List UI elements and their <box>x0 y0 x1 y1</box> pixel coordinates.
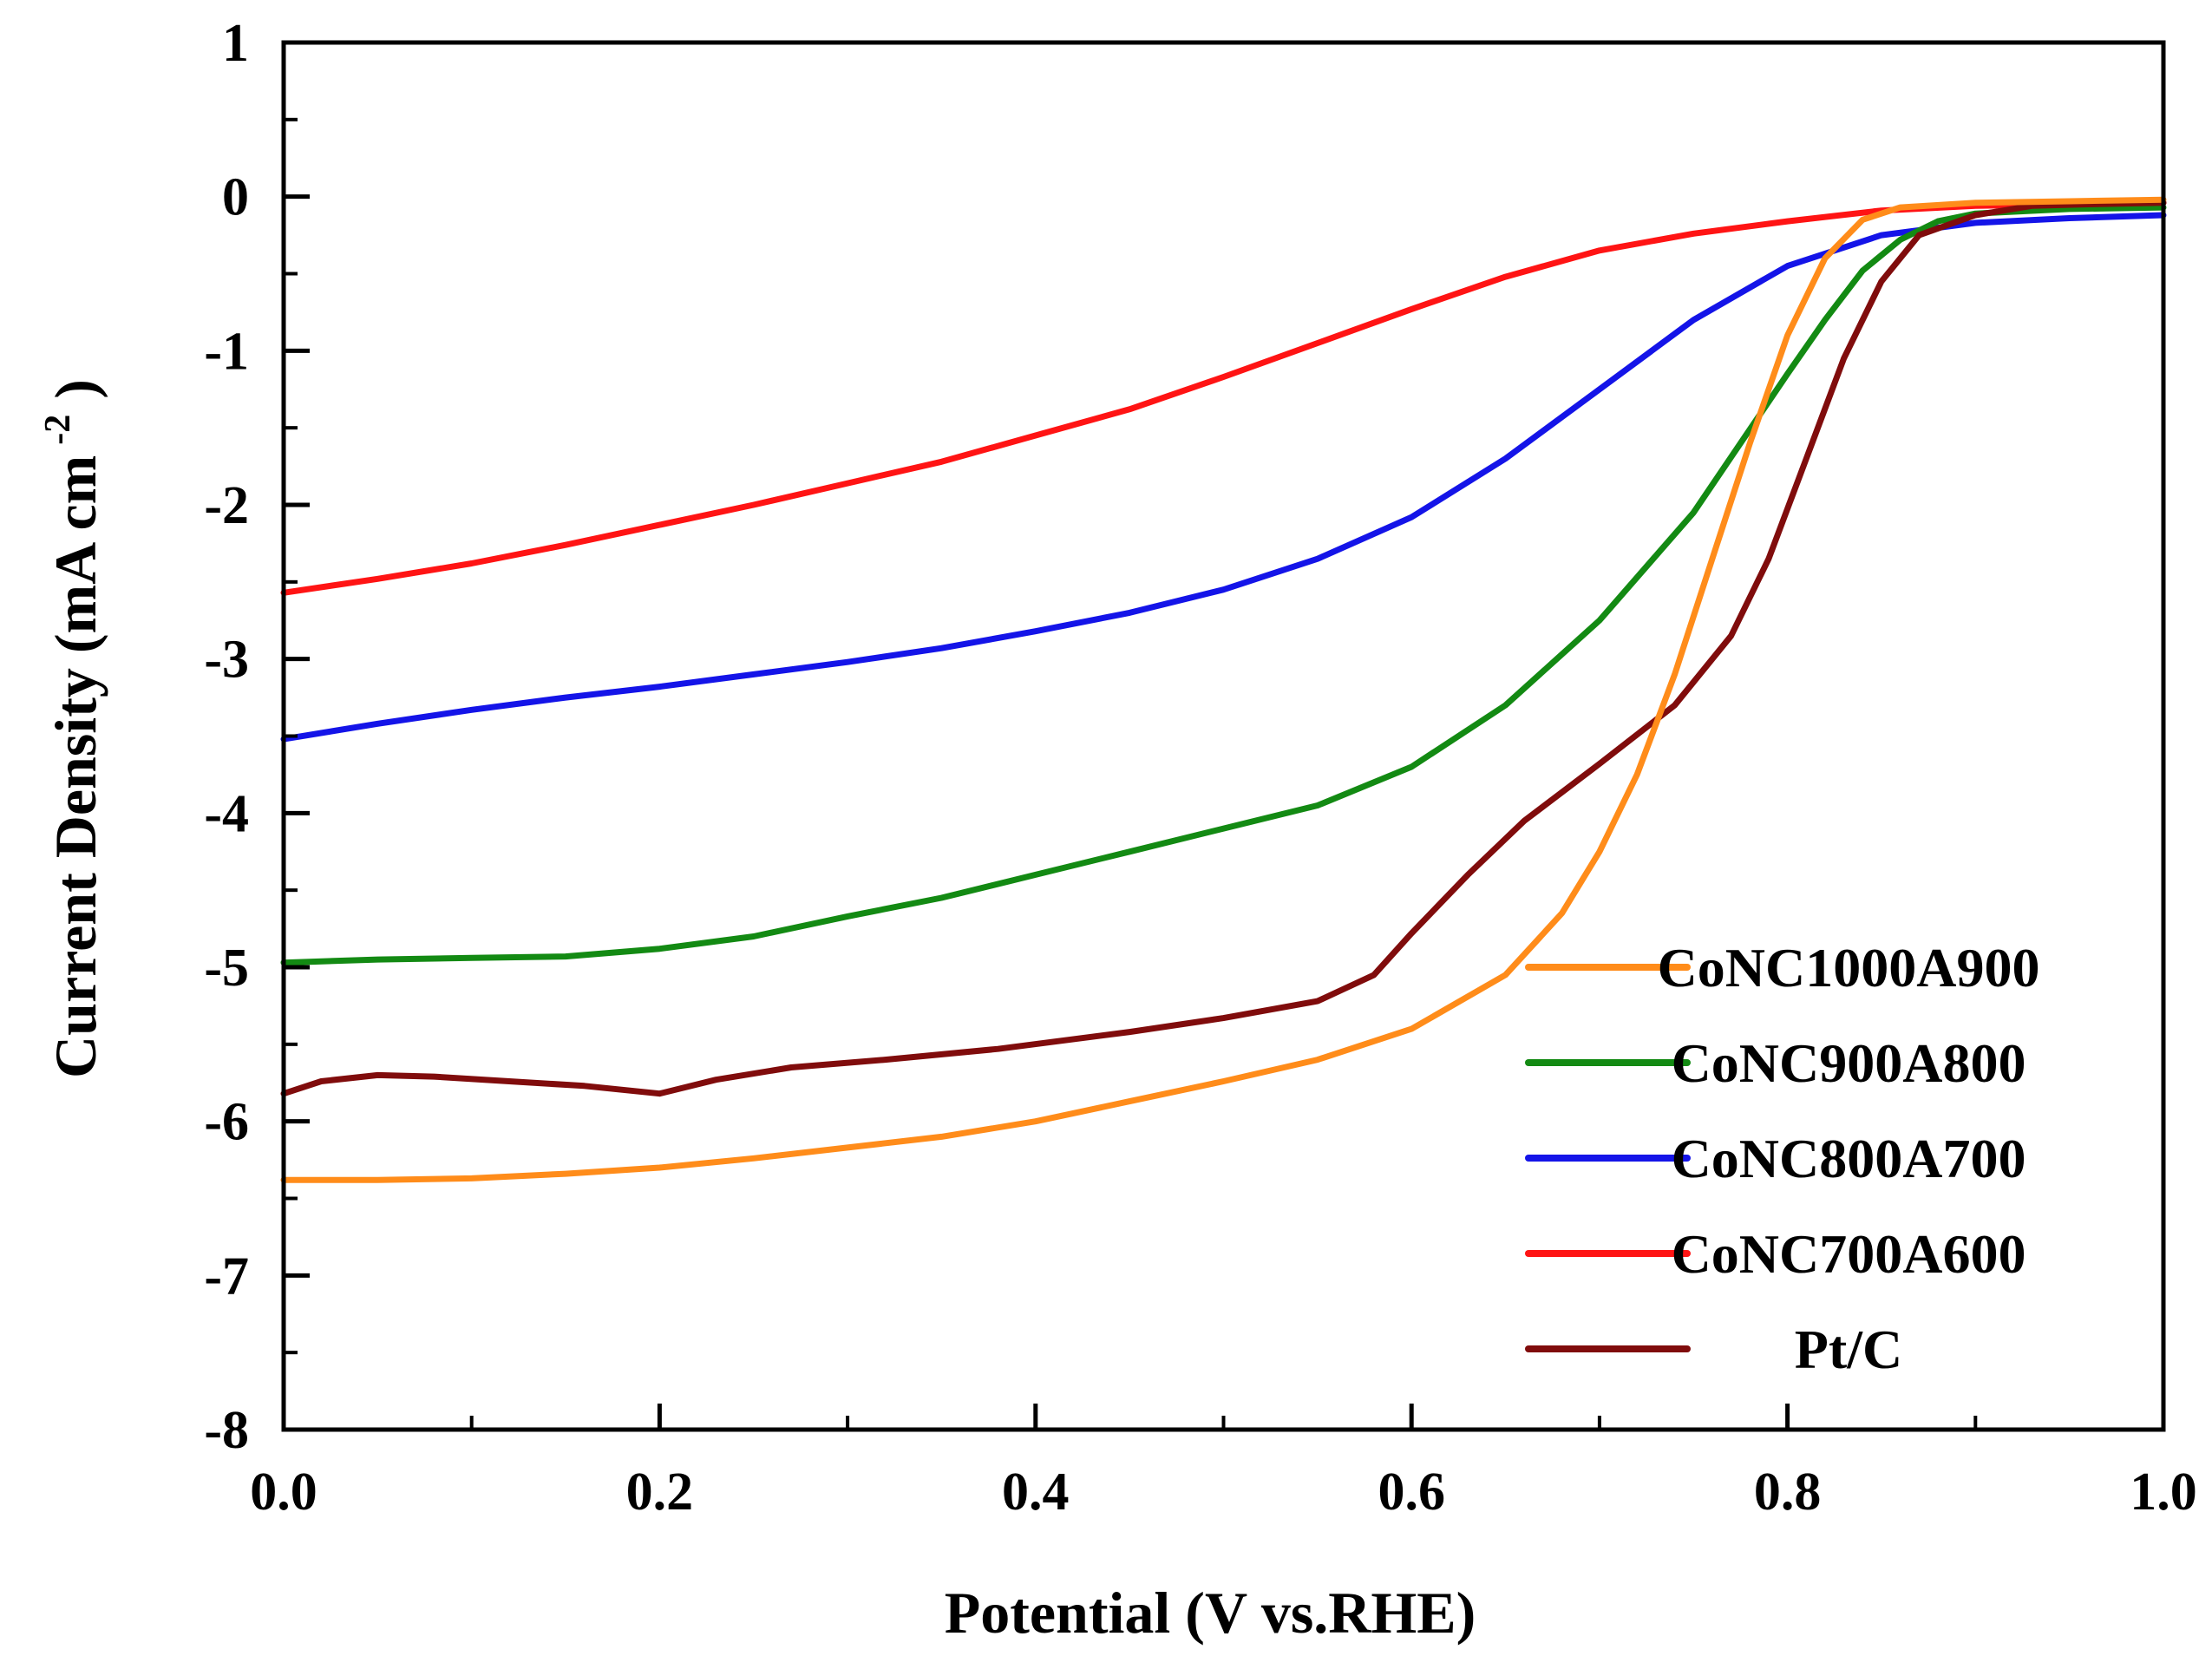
x-tick-label: 0.4 <box>1002 1463 1070 1522</box>
y-tick-label: -6 <box>204 1093 249 1152</box>
y-tick-label: -7 <box>204 1247 249 1306</box>
series-layer <box>280 196 2167 1183</box>
x-tick-label: 0.6 <box>1378 1463 1445 1522</box>
x-axis-title: Potential (V vs.RHE) <box>945 1580 1476 1646</box>
series-line-conc800a700 <box>280 212 2167 743</box>
series-line-conc1000a900 <box>280 196 2167 1183</box>
y-tick-label: -3 <box>204 631 249 690</box>
y-tick-label: -8 <box>204 1401 249 1460</box>
y-axis-title-close: ) <box>43 379 108 399</box>
legend-label-conc800a700: CoNC800A700 <box>1672 1128 2026 1189</box>
y-tick-label: -4 <box>204 784 249 843</box>
series-line-conc700a600 <box>280 200 2167 596</box>
legend-label-conc700a600: CoNC700A600 <box>1672 1223 2026 1285</box>
legend-label-conc1000a900: CoNC1000A900 <box>1658 937 2040 998</box>
x-tick-label: 1.0 <box>2130 1463 2197 1522</box>
x-tick-label: 0.0 <box>250 1463 317 1522</box>
legend-layer: CoNC1000A900 CoNC900A800 CoNC800A700 CoNC70… <box>1525 937 2040 1380</box>
y-tick-label: -2 <box>204 476 249 535</box>
y-tick-label: 1 <box>222 14 249 73</box>
legend-label-conc900a800: CoNC900A800 <box>1672 1032 2026 1094</box>
tick-layer: 0.0 0.2 0.4 0.6 0.8 1.0 1 0 -1 -2 -3 -4 -5 -6 -7 -8 <box>204 14 2196 1522</box>
y-axis-title-superscript: -2 <box>38 415 78 445</box>
plot-frame <box>281 40 2166 1432</box>
x-tick-label: 0.8 <box>1754 1463 1822 1522</box>
y-axis-title: Current Density (mA cm -2) <box>38 379 108 1078</box>
y-tick-label: 0 <box>222 168 249 227</box>
y-axis-title-main: Current Density (mA cm <box>43 455 108 1078</box>
x-tick-label: 0.2 <box>626 1463 694 1522</box>
legend-label-pt-c: Pt/C <box>1795 1319 1902 1380</box>
y-tick-label: -1 <box>204 322 249 381</box>
y-tick-label: -5 <box>204 939 249 998</box>
series-line-conc900a800 <box>280 204 2167 966</box>
series-line-pt-c <box>280 200 2167 1097</box>
